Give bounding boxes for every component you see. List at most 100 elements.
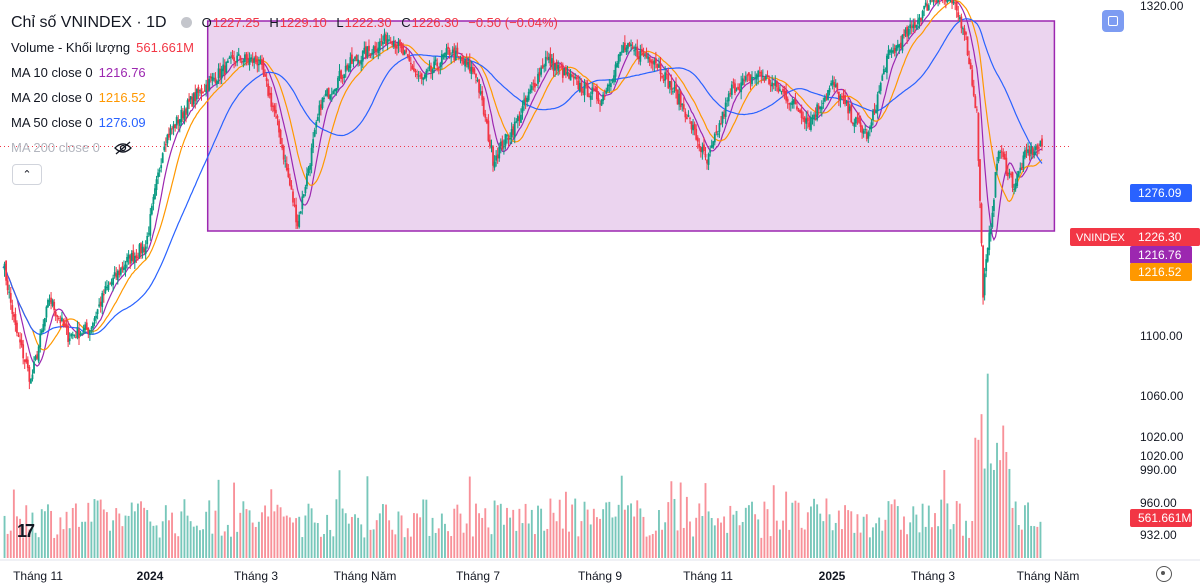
volume-bar (701, 516, 704, 558)
candle-body (836, 83, 839, 90)
volume-bar (109, 530, 111, 558)
candle-body (434, 59, 437, 62)
candle-body (560, 66, 563, 68)
volume-bar (189, 521, 192, 558)
candle-body (309, 165, 311, 170)
candle-body (946, 0, 949, 3)
candle-body (484, 113, 487, 118)
volume-bar (450, 536, 453, 558)
candle-body (766, 75, 769, 77)
volume-bar (816, 504, 819, 558)
candle-body (841, 96, 843, 98)
legend-ma10[interactable]: MA 10 close 0 1216.76 (11, 60, 564, 85)
candle-body (293, 204, 296, 206)
candle-body (59, 319, 62, 324)
candle-body (932, 0, 935, 2)
candle-body (927, 5, 930, 11)
legend-ma200[interactable]: MA 200 close 0 (11, 135, 564, 160)
candle-body (244, 54, 246, 63)
candle-body (357, 59, 360, 64)
candle-body (57, 318, 60, 320)
candle-body (411, 65, 414, 70)
candle-body (794, 98, 797, 105)
candle-body (634, 48, 637, 51)
candle-body (473, 68, 476, 74)
volume-bar (968, 537, 971, 558)
candle-body (371, 52, 373, 54)
candle-body (608, 84, 611, 87)
candle-body (256, 60, 259, 66)
volume-bar (254, 526, 257, 558)
candle-body (535, 84, 538, 86)
close-value: 1226.30 (411, 15, 459, 30)
candle-body (848, 106, 851, 112)
candle-body (589, 95, 592, 100)
candle-body (30, 378, 32, 384)
volume-bar (518, 508, 521, 558)
candle-body (609, 83, 612, 87)
volume-bar (133, 511, 136, 558)
candle-body (926, 4, 929, 11)
volume-bar (217, 479, 220, 558)
legend-header: Chỉ số VNINDEX · 1D O1227.25 H1229.10 L1… (11, 10, 564, 35)
candle-body (298, 214, 301, 228)
candle-body (302, 194, 305, 197)
candle-body (924, 2, 927, 6)
volume-bar (751, 501, 753, 558)
volume-bar (943, 470, 946, 558)
candle-body (963, 28, 966, 35)
volume-bar (862, 516, 865, 558)
volume-bar (903, 516, 905, 558)
candle-body (90, 327, 93, 329)
volume-tick-label: 932.00 (1140, 528, 1177, 542)
legend-volume[interactable]: Volume - Khối lượng 561.661M (11, 35, 564, 60)
candle-body (614, 64, 617, 77)
legend-ma20[interactable]: MA 20 close 0 1216.52 (11, 85, 564, 110)
legend-ma50[interactable]: MA 50 close 0 1276.09 (11, 110, 564, 135)
candle-body (749, 74, 752, 83)
candle-body (462, 60, 465, 64)
candle-body (530, 85, 533, 91)
auto-scale-button[interactable] (1102, 10, 1124, 32)
volume-bar (769, 536, 772, 558)
candle-body (56, 315, 59, 317)
candle-body (397, 41, 400, 46)
volume-bar (639, 508, 642, 558)
candle-body (842, 95, 845, 98)
settings-gear-icon[interactable] (1156, 566, 1172, 582)
candle-body (507, 137, 510, 140)
candle-body (768, 78, 770, 85)
candle-body (321, 97, 324, 109)
eye-off-icon[interactable] (113, 141, 132, 155)
volume-bar (623, 509, 626, 558)
candle-body (636, 46, 639, 58)
candle-body (830, 83, 832, 86)
candle-body (400, 43, 403, 49)
candle-body (281, 144, 284, 149)
collapse-legend-button[interactable]: ⌃ (12, 164, 42, 185)
volume-bar (961, 535, 964, 558)
volume-bar (56, 534, 59, 558)
candle-body (786, 98, 789, 102)
volume-bar (3, 515, 6, 558)
candle-body (71, 334, 74, 336)
last-price-badge-value: 1226.30 (1138, 230, 1182, 244)
candle-body (822, 103, 825, 105)
volume-bar (65, 511, 68, 558)
candle-body (684, 111, 687, 118)
candle-body (279, 129, 282, 145)
candle-body (639, 50, 642, 62)
candle-body (403, 51, 406, 55)
candle-body (509, 138, 511, 140)
candle-body (378, 41, 381, 50)
volume-bar (71, 507, 74, 558)
volume-bar (298, 516, 301, 558)
volume-bar (605, 502, 608, 558)
volume-bar (369, 529, 372, 558)
candle-body (962, 28, 964, 30)
candle-body (729, 92, 732, 94)
volume-bar (195, 525, 198, 558)
volume-bar (338, 470, 341, 558)
candle-body (813, 114, 815, 119)
